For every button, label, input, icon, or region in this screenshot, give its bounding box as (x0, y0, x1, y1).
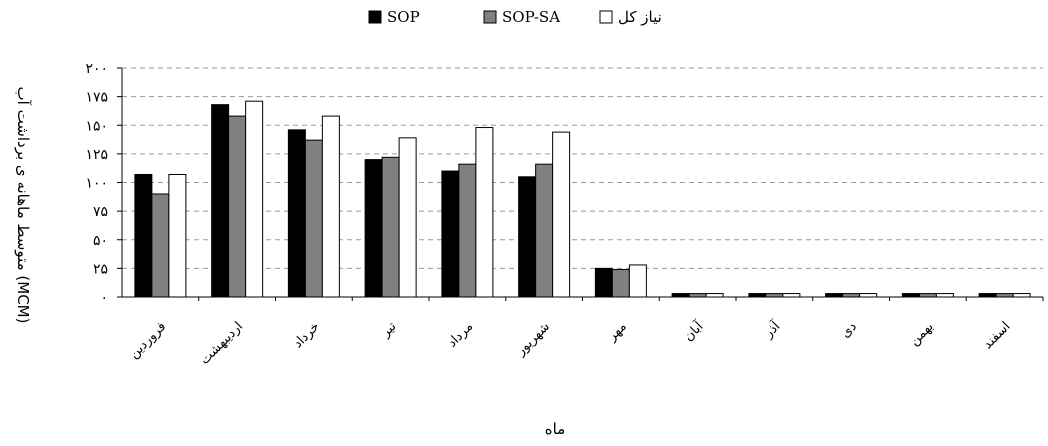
bar-sop-sa (458, 163, 477, 298)
bar-total-demand (705, 293, 724, 298)
legend-label: SOP-SA (502, 8, 560, 26)
bars (134, 100, 1031, 298)
x-tick-label: آبان (680, 317, 708, 345)
bar-total-demand (168, 173, 187, 298)
bar-sop (671, 293, 690, 298)
bar-sop-sa (688, 293, 707, 298)
gridlines (122, 67, 1043, 269)
bar-sop (518, 176, 537, 298)
x-tick-label: مهر (604, 319, 630, 345)
y-axis: ۰ ۲۵ ۵۰ ۷۵ ۱۰۰ ۱۲۵ ۱۵۰ ۱۷۵ ۲۰۰ (85, 61, 123, 306)
bar-sop (441, 170, 460, 298)
bar-sop-sa (228, 115, 247, 298)
y-tick-label: ۲۵ (93, 261, 108, 277)
bar-sop-sa (995, 293, 1014, 298)
bar-total-demand (859, 293, 878, 298)
x-tick-label: مرداد (445, 319, 476, 350)
bar-total-demand (552, 131, 571, 298)
x-tick-label: بهمن (907, 319, 937, 349)
legend-swatch (599, 10, 613, 24)
y-tick-label: ۷۵ (93, 204, 108, 220)
y-tick-label: ۱۲۵ (85, 147, 108, 163)
bar-sop-sa (611, 269, 630, 298)
bar-sop (134, 173, 153, 298)
y-tick-label: ۱۰۰ (85, 176, 108, 192)
legend-swatch (483, 10, 497, 24)
bar-total-demand (398, 137, 417, 298)
bar-total-demand (245, 100, 264, 298)
bar-total-demand (321, 115, 340, 298)
bar-sop-sa (842, 293, 861, 298)
legend-label: SOP (387, 8, 420, 26)
bar-sop (211, 104, 230, 298)
bar-total-demand (935, 293, 954, 298)
x-tick-label: فروردین (127, 319, 170, 362)
x-tick-label: خرداد (291, 319, 323, 351)
bar-total-demand (475, 127, 494, 298)
y-tick-label: ۱۵۰ (85, 118, 108, 134)
bar-sop-sa (535, 163, 554, 298)
x-tick-label: آذر (759, 317, 784, 342)
x-tick-label: دی (838, 319, 860, 341)
bar-sop-sa (918, 293, 937, 298)
x-tick-label: اسفند (980, 319, 1013, 352)
bar-total-demand (628, 264, 647, 298)
bar-sop (748, 293, 767, 298)
y-tick-label: ۰ (100, 290, 108, 306)
bar-sop (978, 293, 997, 298)
bar-sop-sa (765, 293, 784, 298)
x-tick-label: اردیبهشت (197, 319, 245, 367)
bar-sop (901, 293, 920, 298)
bar-sop (825, 293, 844, 298)
bar-total-demand (1012, 293, 1031, 298)
y-tick-label: ۲۰۰ (85, 61, 108, 77)
y-tick-label: ۱۷۵ (85, 90, 108, 106)
legend-label: نیاز کل (618, 8, 662, 26)
bar-total-demand (782, 293, 801, 298)
bar-sop-sa (381, 156, 400, 298)
x-tick-label: تیر (378, 319, 400, 341)
x-axis: فروردین اردیبهشت خرداد تیر مرداد شهریور مهر آبا… (122, 296, 1044, 368)
legend: SOP SOP-SA نیاز کل (368, 8, 662, 26)
bar-sop (287, 129, 306, 298)
bar-sop-sa (304, 139, 323, 298)
x-axis-label: ماه (545, 420, 565, 438)
bar-sop-sa (151, 193, 170, 298)
y-tick-label: ۵۰ (93, 233, 108, 249)
x-tick-label: شهریور (513, 319, 553, 359)
legend-swatch (368, 10, 382, 24)
bar-sop (594, 267, 613, 298)
y-axis-label: متوسط ماهانه ی برداشت آب (MCM) (14, 87, 32, 324)
bar-sop (364, 159, 383, 298)
